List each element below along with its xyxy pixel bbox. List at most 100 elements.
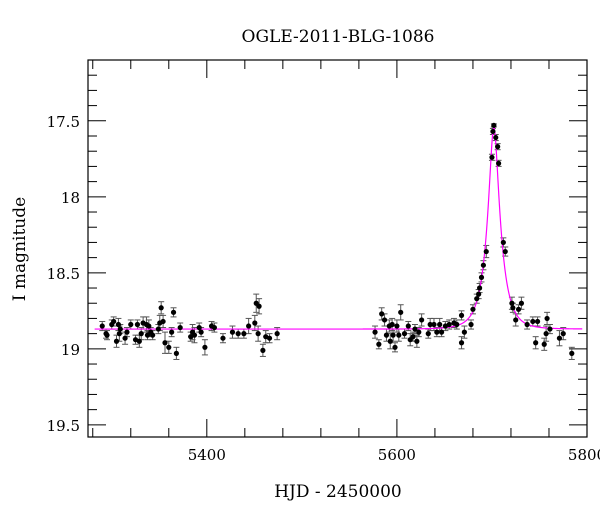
data-point xyxy=(166,344,172,350)
data-point xyxy=(541,341,547,347)
data-point xyxy=(454,321,460,328)
data-point xyxy=(379,311,385,317)
y-tick-label: 18.5 xyxy=(47,265,80,283)
data-point xyxy=(425,331,431,337)
data-point xyxy=(510,305,516,311)
data-point xyxy=(136,338,142,344)
data-point xyxy=(155,326,161,332)
data-point xyxy=(410,334,416,340)
data-point xyxy=(252,320,258,326)
data-point xyxy=(543,331,549,337)
data-point xyxy=(458,312,465,318)
x-axis-label: HJD - 2450000 xyxy=(274,482,402,502)
data-point xyxy=(533,340,539,346)
data-point xyxy=(389,321,395,328)
data-point xyxy=(434,329,440,335)
data-point xyxy=(146,323,152,329)
data-point xyxy=(211,324,218,331)
plot-frame xyxy=(87,59,588,438)
data-point xyxy=(495,144,501,150)
data-point xyxy=(170,309,177,315)
data-point xyxy=(474,296,480,302)
y-axis-label: I magnitude xyxy=(10,197,30,301)
data-point xyxy=(490,128,496,135)
data-point xyxy=(160,318,166,325)
data-point xyxy=(162,340,168,346)
y-tick-label: 17.5 xyxy=(47,113,80,131)
chart-title: OGLE-2011-BLG-1086 xyxy=(242,27,435,47)
data-point xyxy=(500,239,506,246)
data-point xyxy=(547,326,553,332)
data-point xyxy=(260,347,266,353)
data-point xyxy=(530,318,536,325)
data-point xyxy=(256,303,262,309)
data-point xyxy=(461,329,467,335)
data-point xyxy=(569,350,575,356)
data-point xyxy=(274,331,280,337)
data-point xyxy=(191,332,198,338)
data-point xyxy=(372,329,378,335)
data-point xyxy=(122,335,128,341)
data-point xyxy=(544,315,550,322)
data-point xyxy=(229,329,236,335)
data-point xyxy=(128,321,134,328)
data-point xyxy=(150,332,156,338)
data-point xyxy=(401,331,408,337)
data-point xyxy=(113,338,120,344)
data-point xyxy=(241,331,247,337)
data-point xyxy=(515,306,522,312)
data-point xyxy=(476,291,482,297)
data-point xyxy=(398,309,404,315)
y-tick-label: 19 xyxy=(61,341,80,359)
data-point xyxy=(446,321,452,328)
data-point xyxy=(396,332,402,338)
data-point xyxy=(381,317,388,323)
data-point xyxy=(124,329,130,335)
data-point xyxy=(111,318,117,325)
data-point xyxy=(476,285,483,291)
data-point xyxy=(198,329,204,335)
x-tick-label: 5800 xyxy=(568,446,600,464)
data-point xyxy=(560,331,566,337)
data-point xyxy=(431,321,437,328)
data-point xyxy=(493,134,499,141)
data-point xyxy=(427,321,433,328)
data-point xyxy=(491,122,497,128)
data-point xyxy=(387,338,393,344)
data-point xyxy=(177,324,183,331)
data-point xyxy=(496,160,502,166)
data-point xyxy=(437,321,443,328)
data-point xyxy=(470,306,476,312)
data-point xyxy=(138,331,144,337)
data-point xyxy=(468,321,474,328)
data-point xyxy=(235,331,241,337)
data-point xyxy=(438,329,445,335)
data-point xyxy=(405,323,411,329)
data-point xyxy=(458,340,465,346)
data-point xyxy=(478,274,485,280)
data-point xyxy=(202,344,208,350)
data-point xyxy=(483,248,489,255)
data-point xyxy=(104,332,110,338)
y-tick-label: 18 xyxy=(61,189,80,207)
data-point xyxy=(134,321,141,328)
model-curve xyxy=(94,126,583,330)
data-point xyxy=(534,318,541,325)
data-point xyxy=(412,326,418,332)
data-point xyxy=(524,321,530,328)
data-point xyxy=(419,317,425,323)
data-point xyxy=(158,305,164,311)
data-point xyxy=(173,350,179,356)
data-point xyxy=(394,323,400,329)
data-point xyxy=(518,300,525,306)
data-point xyxy=(383,332,390,338)
data-point xyxy=(116,331,122,337)
x-tick-label: 5600 xyxy=(378,446,416,464)
y-tick-label: 19.5 xyxy=(47,417,80,435)
data-point xyxy=(99,323,105,329)
data-point xyxy=(169,329,175,335)
data-point xyxy=(376,341,382,347)
data-point xyxy=(392,344,398,350)
